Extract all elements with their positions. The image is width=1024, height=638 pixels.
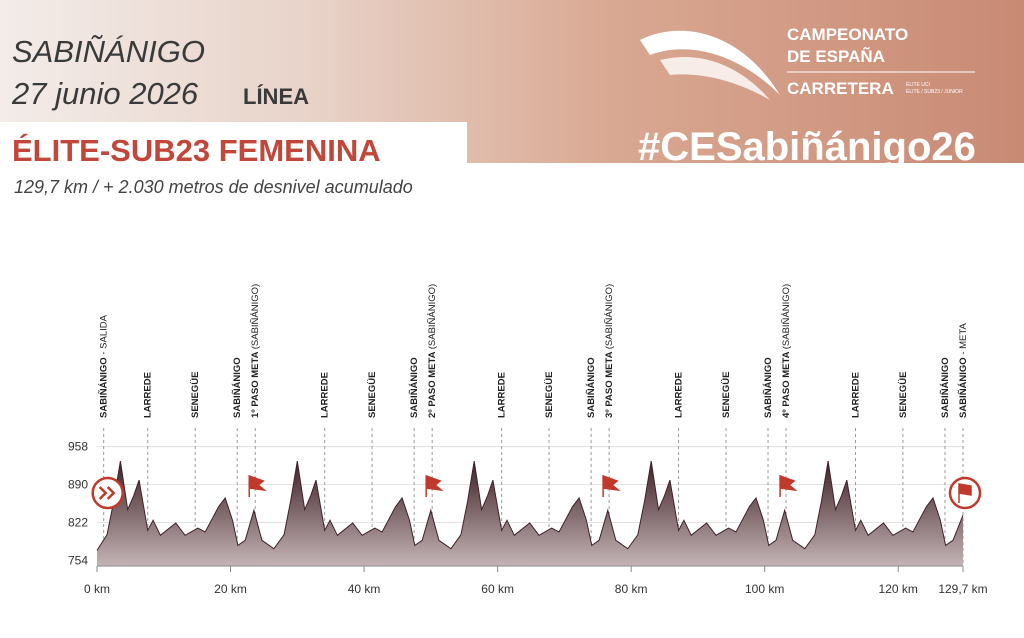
waypoint-name: 2º PASO META: [427, 351, 438, 418]
waypoint-label: SABIÑÁNIGO: [763, 357, 774, 418]
logo-shape: [640, 30, 780, 95]
waypoint-label: SENEGÜE: [367, 372, 378, 418]
category: ÉLITE-SUB23 FEMENINA: [12, 133, 381, 168]
x-tick-label: 100 km: [745, 582, 784, 596]
waypoint-name: SABIÑÁNIGO: [409, 357, 420, 418]
waypoint-label: LARREDE: [851, 372, 862, 418]
waypoint-name: 3º PASO META: [604, 351, 615, 418]
start-icon: [98, 486, 116, 500]
waypoint-note: (SABIÑÁNIGO): [604, 284, 615, 349]
waypoint-name: 4º PASO META: [781, 351, 792, 418]
x-tick-label: 40 km: [348, 582, 381, 596]
waypoint-label: 4º PASO META (SABIÑÁNIGO): [781, 284, 792, 418]
x-tick-label: 20 km: [214, 582, 247, 596]
y-tick-label: 890: [68, 478, 88, 492]
waypoint-label: 3º PASO META (SABIÑÁNIGO): [604, 284, 615, 418]
logo-shape: [660, 56, 770, 100]
y-tick-label: 754: [68, 553, 88, 567]
waypoint-name: LARREDE: [674, 372, 685, 418]
waypoint-name: SABIÑÁNIGO: [232, 357, 243, 418]
waypoint-label: SABIÑÁNIGO - META: [958, 323, 969, 418]
area-fill: [97, 461, 963, 566]
hashtag: #CESabiñánigo26: [638, 125, 976, 169]
x-tick-label: 80 km: [615, 582, 648, 596]
race-kind: LÍNEA: [243, 84, 309, 109]
waypoint-label: 1º PASO META (SABIÑÁNIGO): [250, 284, 261, 418]
category-box: [0, 122, 467, 163]
waypoint-label: LARREDE: [320, 372, 331, 418]
place: SABIÑÁNIGO: [12, 34, 205, 69]
x-tick-label: 129,7 km: [938, 582, 987, 596]
waypoint-name: SABIÑÁNIGO: [940, 357, 951, 418]
waypoint-label: SENEGÜE: [898, 372, 909, 418]
waypoint-name: SENEGÜE: [898, 372, 909, 418]
x-tick-label: 0 km: [84, 582, 110, 596]
waypoint-name: SENEGÜE: [544, 372, 555, 418]
logo-small: ÉLITE / SUB23 / JUNIOR: [906, 88, 963, 95]
logo-text: CAMPEONATO: [787, 25, 908, 44]
waypoint-label: SABIÑÁNIGO: [586, 357, 597, 418]
waypoint-name: LARREDE: [497, 372, 508, 418]
waypoint-name: SABIÑÁNIGO: [99, 357, 110, 418]
waypoint-label: SENEGÜE: [190, 372, 201, 418]
waypoint-name: SABIÑÁNIGO: [586, 357, 597, 418]
lap-flag: [248, 474, 267, 497]
finish-icon: [958, 483, 972, 503]
waypoint-name: SABIÑÁNIGO: [763, 357, 774, 418]
lap-flag: [779, 474, 798, 497]
logo-text: CARRETERA: [787, 79, 894, 98]
waypoint-label: LARREDE: [497, 372, 508, 418]
date: 27 junio 2026: [11, 76, 199, 111]
start-icon: [91, 476, 124, 510]
waypoint-name: 1º PASO META: [250, 351, 261, 418]
waypoint-name: SENEGÜE: [367, 372, 378, 418]
subtitle: 129,7 km / + 2.030 metros de desnivel ac…: [14, 177, 413, 197]
x-tick-label: 120 km: [879, 582, 918, 596]
waypoint-label: LARREDE: [143, 372, 154, 418]
waypoint-name: SENEGÜE: [190, 372, 201, 418]
waypoint-label: 2º PASO META (SABIÑÁNIGO): [427, 284, 438, 418]
logo-text: DE ESPAÑA: [787, 46, 885, 66]
waypoint-name: SABIÑÁNIGO: [958, 357, 969, 418]
waypoint-name: LARREDE: [320, 372, 331, 418]
waypoint-name: SENEGÜE: [721, 372, 732, 418]
waypoint-note: - META: [958, 323, 969, 355]
waypoint-label: SABIÑÁNIGO: [409, 357, 420, 418]
y-tick-label: 822: [68, 515, 88, 529]
waypoint-label: SABIÑÁNIGO: [940, 357, 951, 418]
lap-flag: [602, 474, 621, 497]
waypoint-name: LARREDE: [143, 372, 154, 418]
logo-small: ÉLITE UCI: [906, 81, 930, 88]
waypoint-note: (SABIÑÁNIGO): [250, 284, 261, 349]
x-tick-label: 60 km: [481, 582, 514, 596]
logo: CAMPEONATO DE ESPAÑA CARRETERA ÉLITE UCI…: [640, 25, 975, 100]
waypoint-note: (SABIÑÁNIGO): [781, 284, 792, 349]
waypoint-label: SENEGÜE: [721, 372, 732, 418]
waypoint-name: LARREDE: [851, 372, 862, 418]
y-tick-label: 958: [68, 440, 88, 454]
waypoint-label: SENEGÜE: [544, 372, 555, 418]
waypoint-label: SABIÑÁNIGO: [232, 357, 243, 418]
lap-flag: [425, 474, 444, 497]
elevation-line: [96, 461, 964, 551]
waypoint-label: SABIÑÁNIGO - SALIDA: [99, 314, 110, 418]
waypoint-label: LARREDE: [674, 372, 685, 418]
waypoint-note: (SABIÑÁNIGO): [427, 284, 438, 349]
waypoint-note: - SALIDA: [99, 314, 110, 354]
